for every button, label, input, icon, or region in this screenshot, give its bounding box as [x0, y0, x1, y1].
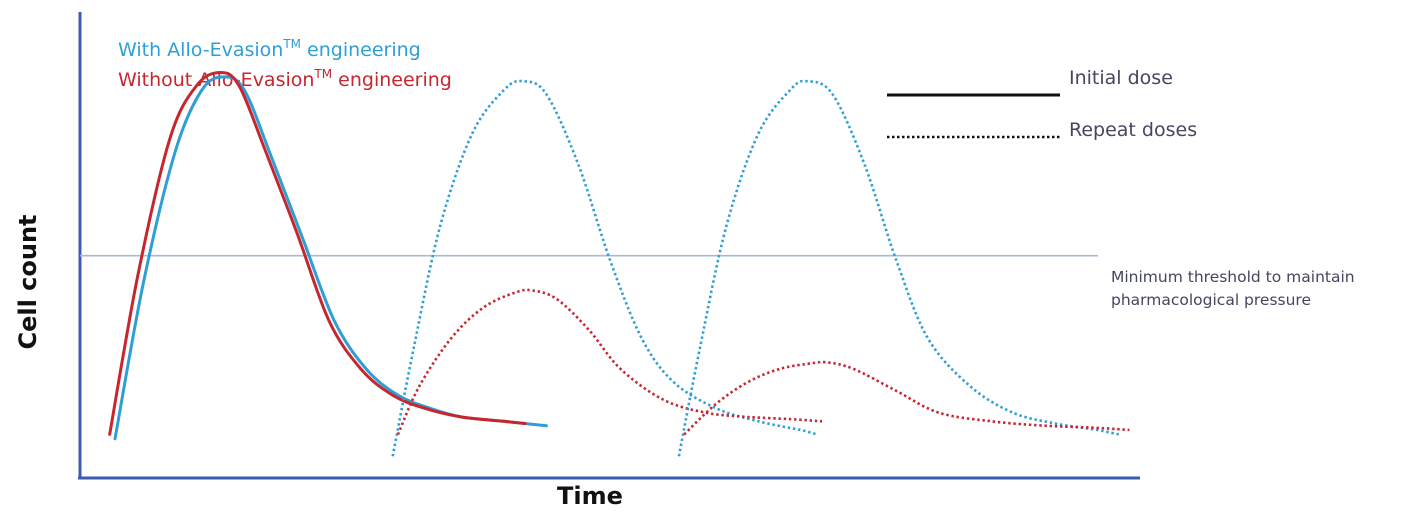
legend-with-sup: TM: [282, 37, 301, 51]
legend-with-suffix: engineering: [301, 39, 421, 61]
legend-without-sup: TM: [313, 67, 332, 81]
series-line-without-initial-1: [108, 70, 527, 436]
legend-with-prefix: With Allo-Evasion: [118, 39, 283, 61]
threshold-label-line1: Minimum threshold to maintain: [1111, 268, 1355, 286]
series-line-with-repeat-4: [677, 79, 1120, 457]
series-line-without-repeat-5: [683, 360, 1130, 436]
series-layer: [108, 70, 1130, 457]
legend-without: Without Allo-EvasionTM engineering: [118, 67, 452, 91]
series-line-without-repeat-3: [396, 288, 823, 435]
legend-without-suffix: engineering: [332, 69, 452, 91]
key-initial-label: Initial dose: [1069, 67, 1173, 89]
threshold-label-line2: pharmacological pressure: [1111, 291, 1311, 309]
legend-without-prefix: Without Allo-Evasion: [118, 69, 314, 91]
y-axis-label: Cell count: [14, 214, 42, 349]
series-line-with-repeat-2: [391, 79, 818, 457]
series-line-with-initial-0: [113, 75, 548, 441]
key-repeat-label: Repeat doses: [1069, 119, 1197, 141]
legend-with: With Allo-EvasionTM engineering: [118, 37, 421, 61]
x-axis-label: Time: [557, 482, 623, 510]
